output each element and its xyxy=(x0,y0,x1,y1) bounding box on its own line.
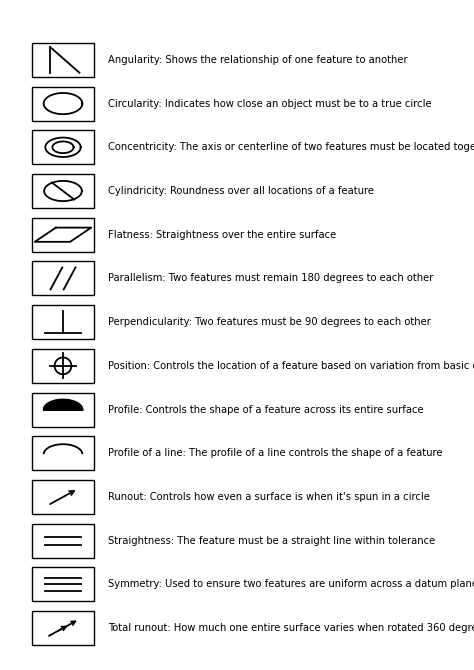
Bar xyxy=(32,86,94,121)
Bar xyxy=(32,393,94,427)
Bar xyxy=(32,305,94,339)
Bar xyxy=(32,436,94,470)
Bar xyxy=(32,130,94,164)
Bar xyxy=(32,611,94,645)
Text: Circularity: Indicates how close an object must be to a true circle: Circularity: Indicates how close an obje… xyxy=(108,98,432,109)
Text: Profile: Controls the shape of a feature across its entire surface: Profile: Controls the shape of a feature… xyxy=(108,405,424,415)
Bar xyxy=(32,480,94,514)
Bar xyxy=(32,349,94,383)
Text: Runout: Controls how even a surface is when it's spun in a circle: Runout: Controls how even a surface is w… xyxy=(108,492,430,502)
Bar xyxy=(32,174,94,208)
Bar xyxy=(32,567,94,602)
Text: Profile of a line: The profile of a line controls the shape of a feature: Profile of a line: The profile of a line… xyxy=(108,448,443,458)
Text: Parallelism: Two features must remain 180 degrees to each other: Parallelism: Two features must remain 18… xyxy=(108,273,433,283)
Text: Total runout: How much one entire surface varies when rotated 360 degrees: Total runout: How much one entire surfac… xyxy=(108,623,474,633)
Bar xyxy=(32,43,94,77)
Text: Straightness: The feature must be a straight line within tolerance: Straightness: The feature must be a stra… xyxy=(108,536,435,545)
Text: Angularity: Shows the relationship of one feature to another: Angularity: Shows the relationship of on… xyxy=(108,55,408,65)
Text: Position: Controls the location of a feature based on variation from basic dimen: Position: Controls the location of a fea… xyxy=(108,361,474,371)
Text: Cylindricity: Roundness over all locations of a feature: Cylindricity: Roundness over all locatio… xyxy=(108,186,374,196)
Bar xyxy=(32,218,94,252)
Bar xyxy=(32,261,94,295)
Text: Perpendicularity: Two features must be 90 degrees to each other: Perpendicularity: Two features must be 9… xyxy=(108,317,431,327)
Text: Flatness: Straightness over the entire surface: Flatness: Straightness over the entire s… xyxy=(108,230,336,240)
Text: Symmetry: Used to ensure two features are uniform across a datum plane: Symmetry: Used to ensure two features ar… xyxy=(108,580,474,590)
Text: Concentricity: The axis or centerline of two features must be located together: Concentricity: The axis or centerline of… xyxy=(108,142,474,152)
Bar xyxy=(32,524,94,557)
